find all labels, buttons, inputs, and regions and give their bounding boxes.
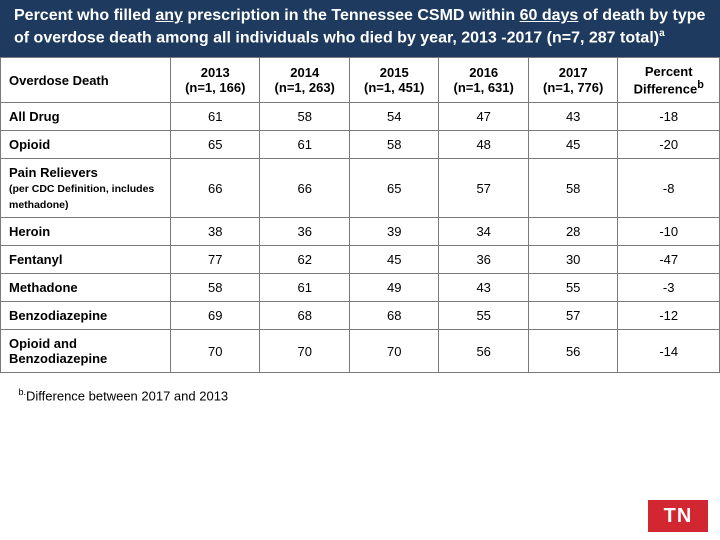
cell: 77 — [171, 246, 260, 274]
cell: 58 — [260, 103, 349, 131]
cell: 36 — [260, 218, 349, 246]
cell: -12 — [618, 302, 720, 330]
row-label: Pain Relievers(per CDC Definition, inclu… — [1, 159, 171, 218]
cell: 65 — [349, 159, 438, 218]
cell: 28 — [528, 218, 617, 246]
cell: 36 — [439, 246, 528, 274]
col-diff: PercentDifferenceb — [618, 57, 720, 102]
table-row: Pain Relievers(per CDC Definition, inclu… — [1, 159, 720, 218]
row-label: Opioid — [1, 131, 171, 159]
data-table: Overdose Death 2013(n=1, 166) 2014(n=1, … — [0, 57, 720, 410]
row-label: Methadone — [1, 274, 171, 302]
cell: -10 — [618, 218, 720, 246]
cell: -47 — [618, 246, 720, 274]
cell: 70 — [171, 330, 260, 373]
cell: 55 — [439, 302, 528, 330]
table-header-row: Overdose Death 2013(n=1, 166) 2014(n=1, … — [1, 57, 720, 102]
row-label: Fentanyl — [1, 246, 171, 274]
cell: 43 — [439, 274, 528, 302]
cell: 65 — [171, 131, 260, 159]
cell: 39 — [349, 218, 438, 246]
cell: 56 — [439, 330, 528, 373]
cell: 54 — [349, 103, 438, 131]
footnote-row: b.Difference between 2017 and 2013 — [1, 373, 720, 410]
col-overdose: Overdose Death — [1, 57, 171, 102]
cell: 34 — [439, 218, 528, 246]
cell: 58 — [528, 159, 617, 218]
cell: 30 — [528, 246, 617, 274]
cell: 56 — [528, 330, 617, 373]
cell: 70 — [349, 330, 438, 373]
col-2015: 2015(n=1, 451) — [349, 57, 438, 102]
cell: 62 — [260, 246, 349, 274]
cell: 69 — [171, 302, 260, 330]
row-label: Heroin — [1, 218, 171, 246]
col-2017: 2017(n=1, 776) — [528, 57, 617, 102]
cell: 70 — [260, 330, 349, 373]
cell: 49 — [349, 274, 438, 302]
table-row: Methadone5861494355-3 — [1, 274, 720, 302]
col-2016: 2016(n=1, 631) — [439, 57, 528, 102]
cell: 47 — [439, 103, 528, 131]
cell: 66 — [171, 159, 260, 218]
cell: -20 — [618, 131, 720, 159]
cell: -14 — [618, 330, 720, 373]
table-row: Opioid6561584845-20 — [1, 131, 720, 159]
cell: 45 — [528, 131, 617, 159]
row-label: All Drug — [1, 103, 171, 131]
cell: 61 — [260, 274, 349, 302]
cell: 55 — [528, 274, 617, 302]
table-row: Opioid and Benzodiazepine7070705656-14 — [1, 330, 720, 373]
cell: 66 — [260, 159, 349, 218]
cell: 68 — [349, 302, 438, 330]
cell: -3 — [618, 274, 720, 302]
cell: -8 — [618, 159, 720, 218]
cell: 58 — [349, 131, 438, 159]
row-label: Opioid and Benzodiazepine — [1, 330, 171, 373]
cell: 57 — [528, 302, 617, 330]
cell: 43 — [528, 103, 617, 131]
cell: 48 — [439, 131, 528, 159]
cell: 61 — [171, 103, 260, 131]
table-row: All Drug6158544743-18 — [1, 103, 720, 131]
cell: 38 — [171, 218, 260, 246]
cell: 68 — [260, 302, 349, 330]
cell: 57 — [439, 159, 528, 218]
footnote: b.Difference between 2017 and 2013 — [1, 373, 720, 410]
cell: 58 — [171, 274, 260, 302]
cell: 45 — [349, 246, 438, 274]
col-2014: 2014(n=1, 263) — [260, 57, 349, 102]
tn-logo: TN — [648, 500, 708, 532]
col-2013: 2013(n=1, 166) — [171, 57, 260, 102]
cell: 61 — [260, 131, 349, 159]
cell: -18 — [618, 103, 720, 131]
row-label: Benzodiazepine — [1, 302, 171, 330]
table-row: Benzodiazepine6968685557-12 — [1, 302, 720, 330]
page-title: Percent who filled any prescription in t… — [0, 0, 720, 57]
table-row: Heroin3836393428-10 — [1, 218, 720, 246]
table-row: Fentanyl7762453630-47 — [1, 246, 720, 274]
